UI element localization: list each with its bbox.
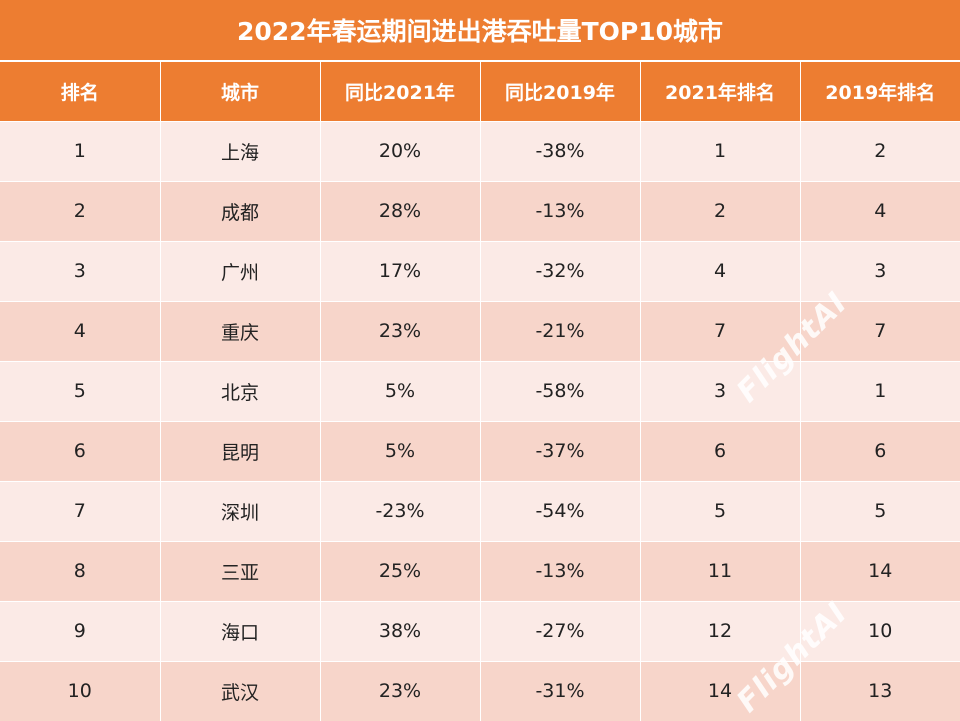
table-cell: -32% — [480, 240, 641, 301]
table-cell: 38% — [320, 600, 481, 661]
table-cell: 20% — [320, 120, 481, 181]
table-cell: 14 — [800, 540, 960, 601]
table-cell: 2 — [800, 120, 960, 181]
table-row: 5 北京 5% -58% 3 1 — [0, 360, 960, 421]
table-title: 2022年春运期间进出港吞吐量TOP10城市 — [0, 0, 960, 60]
ranking-table: 排名 城市 同比2021年 同比2019年 2021年排名 2019年排名 1 上海 20% -… — [0, 60, 960, 721]
table-row: 4 重庆 23% -21% 7 7 — [0, 300, 960, 361]
table-row: 6 昆明 5% -37% 6 6 — [0, 420, 960, 481]
table-cell: 5 — [640, 480, 801, 541]
table-cell: 11 — [640, 540, 801, 601]
table-row: 9 海口 38% -27% 12 10 — [0, 600, 960, 661]
table-cell: 10 — [800, 600, 960, 661]
table-cell: 23% — [320, 660, 481, 721]
column-header: 同比2019年 — [480, 61, 641, 121]
table-cell: 4 — [800, 180, 960, 241]
header-row: 排名 城市 同比2021年 同比2019年 2021年排名 2019年排名 — [0, 61, 960, 121]
column-header: 同比2021年 — [320, 61, 481, 121]
table-cell: -23% — [320, 480, 481, 541]
table-cell: 重庆 — [160, 300, 321, 361]
table-cell: -58% — [480, 360, 641, 421]
table-cell: 5 — [0, 360, 161, 421]
table-cell: 三亚 — [160, 540, 321, 601]
table-cell: 3 — [0, 240, 161, 301]
table-cell: 深圳 — [160, 480, 321, 541]
table-cell: -27% — [480, 600, 641, 661]
table-body: 1 上海 20% -38% 1 2 2 成都 28% -13% 2 4 3 广州 17% -32% 4 3 4 重庆 2… — [0, 120, 960, 721]
table-cell: 7 — [0, 480, 161, 541]
table-cell: 1 — [800, 360, 960, 421]
table-row: 7 深圳 -23% -54% 5 5 — [0, 480, 960, 541]
table-row: 2 成都 28% -13% 2 4 — [0, 180, 960, 241]
table-cell: 5% — [320, 420, 481, 481]
table-cell: 9 — [0, 600, 161, 661]
table-cell: 4 — [640, 240, 801, 301]
table-cell: -37% — [480, 420, 641, 481]
table-cell: -54% — [480, 480, 641, 541]
table-cell: 3 — [800, 240, 960, 301]
table-row: 8 三亚 25% -13% 11 14 — [0, 540, 960, 601]
table-cell: 14 — [640, 660, 801, 721]
table-cell: 7 — [800, 300, 960, 361]
table-row: 1 上海 20% -38% 1 2 — [0, 120, 960, 181]
table-row: 3 广州 17% -32% 4 3 — [0, 240, 960, 301]
table-cell: 28% — [320, 180, 481, 241]
table-cell: 5 — [800, 480, 960, 541]
table-cell: -21% — [480, 300, 641, 361]
table-cell: 4 — [0, 300, 161, 361]
table-cell: 2 — [0, 180, 161, 241]
column-header: 2019年排名 — [800, 61, 960, 121]
table-cell: 13 — [800, 660, 960, 721]
table-cell: 5% — [320, 360, 481, 421]
table-cell: 17% — [320, 240, 481, 301]
column-header: 2021年排名 — [640, 61, 801, 121]
table-cell: 6 — [0, 420, 161, 481]
table-cell: 成都 — [160, 180, 321, 241]
table-cell: 昆明 — [160, 420, 321, 481]
table-cell: 8 — [0, 540, 161, 601]
table-cell: 2 — [640, 180, 801, 241]
table-cell: 6 — [640, 420, 801, 481]
table-cell: 23% — [320, 300, 481, 361]
table-cell: 1 — [0, 120, 161, 181]
table-cell: 上海 — [160, 120, 321, 181]
table-cell: 7 — [640, 300, 801, 361]
table-row: 10 武汉 23% -31% 14 13 — [0, 660, 960, 721]
table-cell: 25% — [320, 540, 481, 601]
table-cell: 北京 — [160, 360, 321, 421]
table-cell: 10 — [0, 660, 161, 721]
table-cell: -31% — [480, 660, 641, 721]
table-cell: 1 — [640, 120, 801, 181]
table-cell: 12 — [640, 600, 801, 661]
table-cell: 广州 — [160, 240, 321, 301]
table-cell: 6 — [800, 420, 960, 481]
table-cell: -38% — [480, 120, 641, 181]
column-header: 城市 — [160, 61, 321, 121]
column-header: 排名 — [0, 61, 161, 121]
table-cell: -13% — [480, 540, 641, 601]
table-cell: 武汉 — [160, 660, 321, 721]
table-cell: -13% — [480, 180, 641, 241]
table-cell: 海口 — [160, 600, 321, 661]
table-cell: 3 — [640, 360, 801, 421]
